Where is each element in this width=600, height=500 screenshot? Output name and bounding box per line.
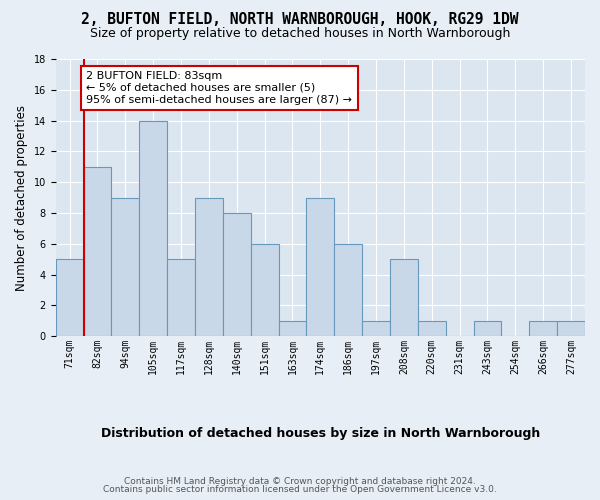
Y-axis label: Number of detached properties: Number of detached properties [15,104,28,290]
Bar [139,120,167,336]
Text: Contains public sector information licensed under the Open Government Licence v3: Contains public sector information licen… [103,485,497,494]
Bar [307,198,334,336]
Bar [223,213,251,336]
Bar [557,321,585,336]
Bar [529,321,557,336]
Bar [278,321,307,336]
Text: Size of property relative to detached houses in North Warnborough: Size of property relative to detached ho… [90,28,510,40]
Bar [473,321,502,336]
Bar [362,321,390,336]
Bar [195,198,223,336]
Bar [251,244,278,336]
Bar [167,259,195,336]
Text: 2 BUFTON FIELD: 83sqm
← 5% of detached houses are smaller (5)
95% of semi-detach: 2 BUFTON FIELD: 83sqm ← 5% of detached h… [86,72,352,104]
Text: Contains HM Land Registry data © Crown copyright and database right 2024.: Contains HM Land Registry data © Crown c… [124,477,476,486]
Text: 2, BUFTON FIELD, NORTH WARNBOROUGH, HOOK, RG29 1DW: 2, BUFTON FIELD, NORTH WARNBOROUGH, HOOK… [81,12,519,28]
X-axis label: Distribution of detached houses by size in North Warnborough: Distribution of detached houses by size … [101,427,540,440]
Bar [83,167,112,336]
Bar [334,244,362,336]
Bar [112,198,139,336]
Bar [418,321,446,336]
Bar [390,259,418,336]
Bar [56,259,83,336]
